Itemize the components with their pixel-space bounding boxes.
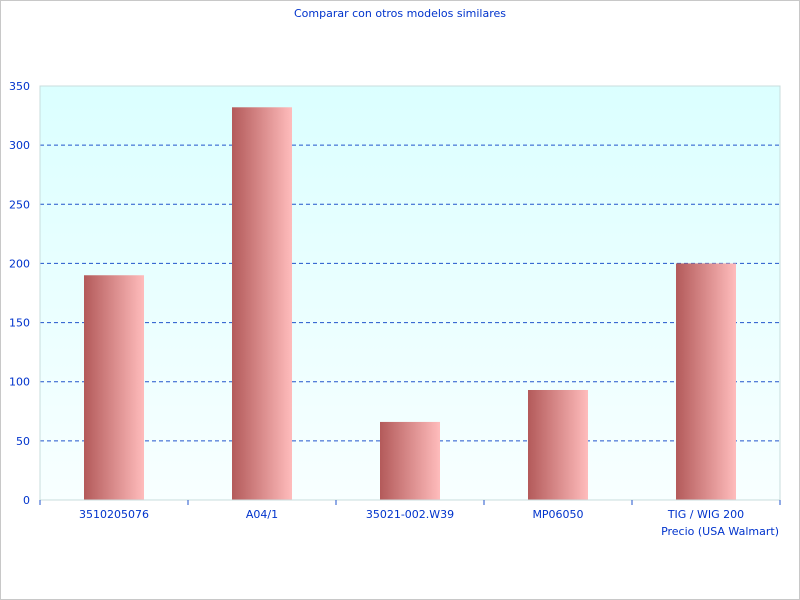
- chart-title: Comparar con otros modelos similares: [294, 7, 506, 20]
- x-tick-label: TIG / WIG 200: [667, 508, 744, 521]
- y-tick-label: 350: [9, 80, 30, 93]
- x-tick-label: 35021-002.W39: [366, 508, 454, 521]
- x-axis-label: Precio (USA Walmart): [661, 525, 779, 538]
- bar: [84, 275, 144, 500]
- x-tick-label: A04/1: [246, 508, 278, 521]
- bar: [232, 107, 292, 500]
- y-tick-label: 200: [9, 257, 30, 270]
- bar: [528, 389, 588, 500]
- x-tick-label: 3510205076: [79, 508, 149, 521]
- y-tick-label: 300: [9, 139, 30, 152]
- y-tick-label: 100: [9, 376, 30, 389]
- y-tick-label: 50: [16, 435, 30, 448]
- y-tick-label: 0: [23, 494, 30, 507]
- y-tick-label: 150: [9, 317, 30, 330]
- x-tick-label: MP06050: [532, 508, 583, 521]
- bar: [380, 421, 440, 500]
- y-tick-label: 250: [9, 198, 30, 211]
- bar: [676, 263, 736, 500]
